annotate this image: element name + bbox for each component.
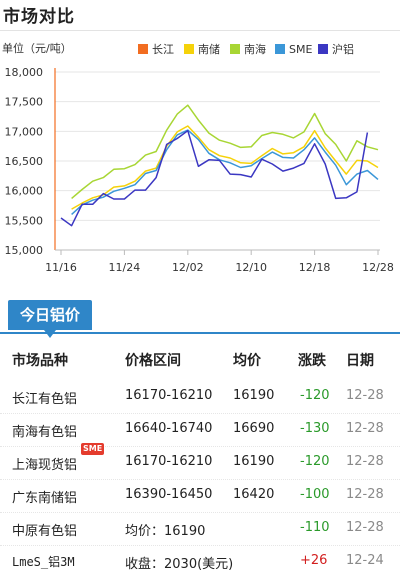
series-line-沪铝: [60, 129, 369, 227]
row-avg-price: 16420: [233, 487, 275, 502]
row-date: 12-28: [346, 520, 384, 535]
table-row[interactable]: 中原有色铝 均价：16190 -110 12-28: [0, 512, 400, 546]
row-market-name[interactable]: 长江有色铝: [12, 392, 78, 407]
y-tick-label: 17,000: [5, 125, 44, 138]
row-change: -110: [300, 520, 330, 535]
row-avg-price: 16690: [233, 421, 275, 436]
table-row[interactable]: LmeS_铝3M 收盘：2030(美元) +26 12-24: [0, 545, 400, 578]
legend-swatch: [184, 44, 194, 54]
table-row[interactable]: 广东南储铝 16390-16450 16420 -100 12-28: [0, 479, 400, 513]
series-line-南海: [71, 104, 379, 199]
row-change: -120: [300, 454, 330, 469]
table-row[interactable]: 南海有色铝 16640-16740 16690 -130 12-28: [0, 413, 400, 447]
row-market-name[interactable]: 中原有色铝: [12, 524, 78, 539]
sme-badge: SME: [81, 443, 105, 455]
row-market-name[interactable]: 南海有色铝: [12, 425, 78, 440]
market-comparison-chart: 单位（元/吨） 15,000 15,500 16,000 16,500 17,000 17,…: [2, 41, 394, 274]
legend-label: 南海: [244, 42, 266, 56]
x-tick-label: 12/10: [235, 261, 267, 274]
row-price-range: 16170-16210: [125, 454, 213, 469]
legend-label: SME: [289, 43, 312, 56]
header-date: 日期: [346, 353, 374, 369]
x-tick-label: 12/28: [362, 261, 394, 274]
legend-swatch: [318, 44, 328, 54]
row-change: -120: [300, 388, 330, 403]
legend-swatch: [230, 44, 240, 54]
row-date: 12-28: [346, 421, 384, 436]
x-tick-label: 12/02: [172, 261, 204, 274]
row-change: -100: [300, 487, 330, 502]
today-price-tab[interactable]: 今日铝价: [8, 300, 93, 338]
row-date: 12-28: [346, 487, 384, 502]
row-change: +26: [300, 553, 328, 568]
x-tick-label: 11/24: [109, 261, 141, 274]
legend-swatch: [138, 44, 148, 54]
row-avg-price: 16190: [233, 454, 275, 469]
table-row[interactable]: 上海现货铝 SME 16170-16210 16190 -120 12-28: [0, 443, 400, 480]
legend-label: 长江: [152, 43, 174, 56]
y-tick-label: 15,000: [5, 244, 44, 257]
header-market: 市场品种: [12, 353, 68, 369]
row-price-range: 收盘：2030(美元): [125, 557, 234, 572]
row-date: 12-28: [346, 388, 384, 403]
y-tick-label: 18,000: [5, 66, 44, 79]
y-tick-label: 15,500: [5, 214, 44, 227]
today-price-header: 今日铝价: [0, 300, 400, 338]
header-range: 价格区间: [125, 353, 181, 369]
y-tick-label: 16,500: [5, 155, 44, 168]
header-avg: 均价: [233, 353, 261, 369]
row-price-range: 16390-16450: [125, 487, 213, 502]
y-tick-label: 17,500: [5, 96, 44, 109]
row-price-range: 16640-16740: [125, 421, 213, 436]
row-date: 12-24: [346, 553, 384, 568]
series-line-SME: [71, 129, 379, 215]
legend-label: 沪铝: [332, 42, 354, 56]
legend-swatch: [275, 44, 285, 54]
row-date: 12-28: [346, 454, 384, 469]
unit-label: 单位（元/吨）: [2, 41, 72, 55]
row-price-range: 16170-16210: [125, 388, 213, 403]
row-market-name[interactable]: LmeS_铝3M: [12, 555, 75, 569]
y-tick-label: 16,000: [5, 185, 44, 198]
x-tick-label: 11/16: [45, 261, 77, 274]
table-row[interactable]: 长江有色铝 16170-16210 16190 -120 12-28: [0, 380, 400, 414]
price-table-header: 市场品种 价格区间 均价 涨跌 日期: [0, 344, 400, 374]
legend-label: 南储: [198, 42, 220, 56]
header-change: 涨跌: [298, 353, 326, 369]
series-line-南储: [71, 125, 379, 210]
x-tick-label: 12/18: [299, 261, 331, 274]
row-change: -130: [300, 421, 330, 436]
section-title: 市场对比: [3, 7, 75, 27]
row-market-name[interactable]: 上海现货铝: [12, 458, 78, 473]
row-avg-price: 16190: [233, 388, 275, 403]
row-market-name[interactable]: 广东南储铝: [12, 491, 78, 506]
row-price-range: 均价：16190: [125, 524, 206, 539]
section-header: 市场对比: [0, 0, 400, 31]
